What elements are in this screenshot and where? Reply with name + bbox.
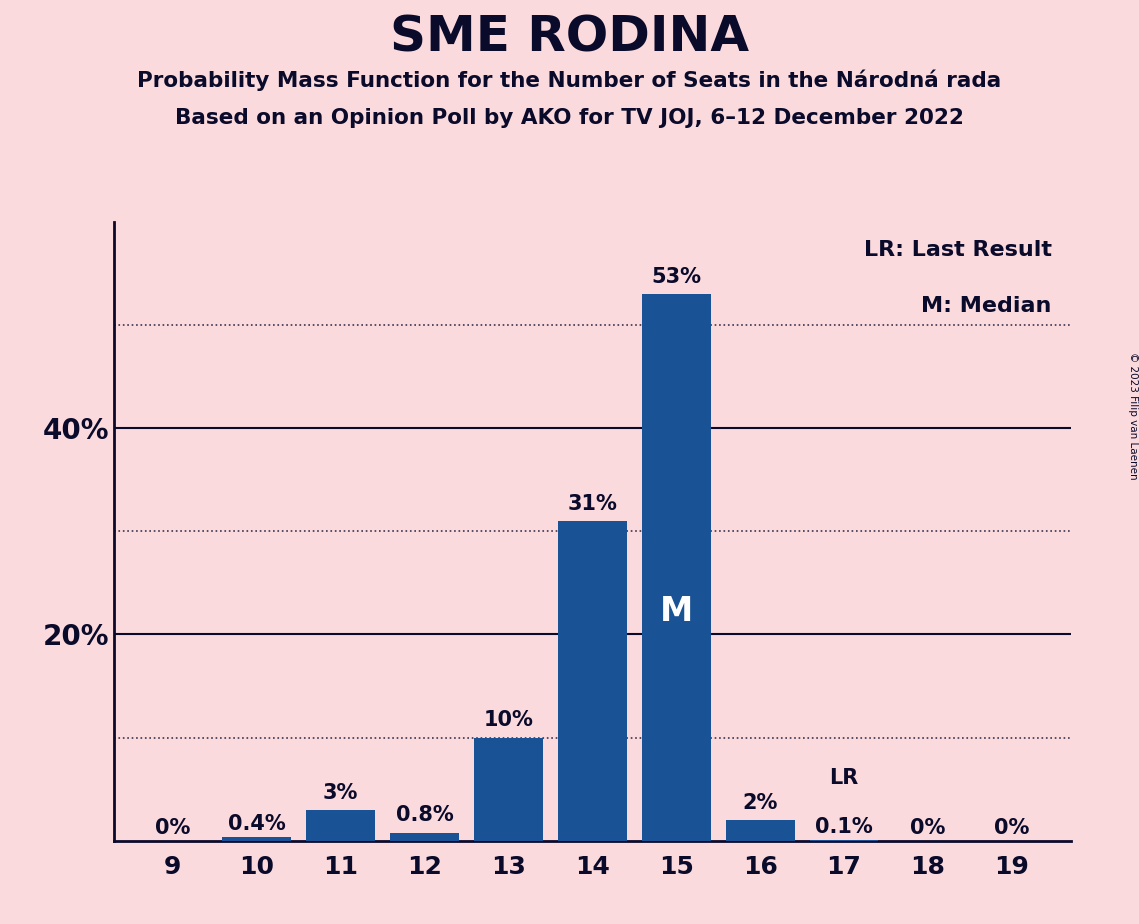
Text: 0.4%: 0.4%: [228, 814, 286, 833]
Text: SME RODINA: SME RODINA: [390, 14, 749, 62]
Bar: [810, 840, 878, 841]
Text: M: Median: M: Median: [921, 296, 1051, 316]
Bar: [558, 521, 626, 841]
Bar: [306, 809, 375, 841]
Text: LR: LR: [829, 768, 859, 788]
Text: LR: Last Result: LR: Last Result: [863, 240, 1051, 261]
Text: 0.1%: 0.1%: [816, 817, 872, 837]
Text: © 2023 Filip van Laenen: © 2023 Filip van Laenen: [1129, 352, 1138, 480]
Bar: [390, 833, 459, 841]
Text: 31%: 31%: [567, 493, 617, 514]
Text: M: M: [659, 595, 693, 627]
Bar: [726, 821, 795, 841]
Bar: [641, 294, 711, 841]
Text: 0.8%: 0.8%: [395, 806, 453, 825]
Text: 53%: 53%: [652, 267, 702, 286]
Text: 10%: 10%: [483, 711, 533, 731]
Bar: [474, 737, 543, 841]
Text: 2%: 2%: [743, 793, 778, 813]
Text: Probability Mass Function for the Number of Seats in the Národná rada: Probability Mass Function for the Number…: [138, 69, 1001, 91]
Text: 0%: 0%: [994, 818, 1030, 838]
Text: 0%: 0%: [910, 818, 945, 838]
Text: 0%: 0%: [155, 818, 190, 838]
Bar: [222, 837, 290, 841]
Text: 3%: 3%: [322, 783, 358, 803]
Text: Based on an Opinion Poll by AKO for TV JOJ, 6–12 December 2022: Based on an Opinion Poll by AKO for TV J…: [175, 108, 964, 128]
